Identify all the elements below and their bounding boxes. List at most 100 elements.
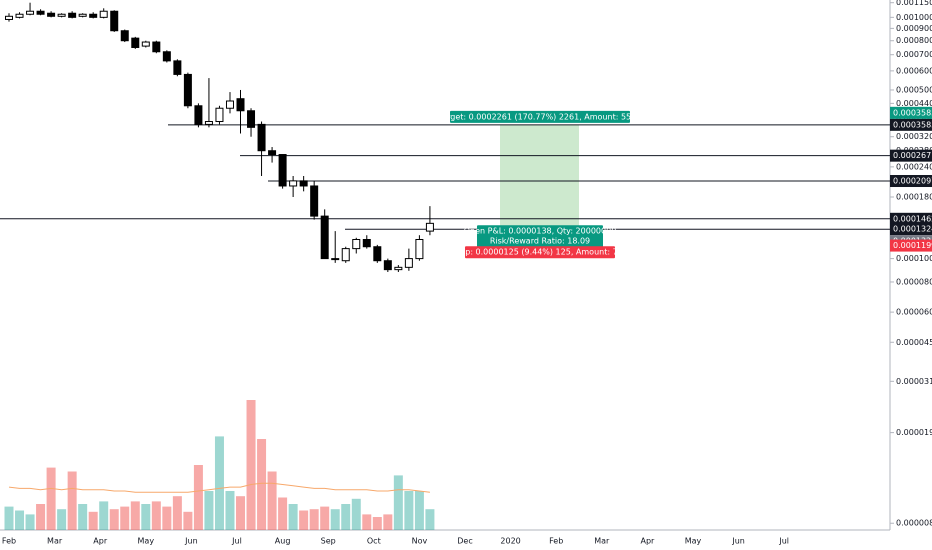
candle-body: [36, 10, 45, 15]
price-label: 0.0001199: [893, 241, 932, 250]
x-tick-label: Jul: [231, 537, 242, 546]
level-label: 0.0001462: [893, 214, 932, 223]
volume-bar: [425, 509, 435, 530]
volume-bar: [341, 504, 351, 530]
volume-bar: [372, 517, 382, 530]
level-label: 0.0003585: [893, 120, 932, 129]
price-label-box: [890, 106, 932, 119]
candle-body: [141, 41, 150, 47]
candle-body: [89, 13, 98, 18]
candle-body: [236, 98, 245, 112]
volume-bar: [351, 498, 361, 530]
position-text-box: [450, 110, 630, 123]
volume-bar: [393, 475, 403, 530]
volume-bar: [288, 504, 298, 530]
volume-bar: [362, 514, 372, 530]
volume-bar: [309, 509, 319, 530]
volume-bar: [36, 504, 46, 530]
volume-bar: [214, 436, 224, 530]
position-text: Stop: 0.0000125 (9.44%) 125, Amount: 750: [452, 248, 628, 257]
volume-bar: [330, 509, 340, 530]
candle-body: [310, 185, 319, 217]
volume-bar: [15, 510, 25, 530]
candle-body: [404, 258, 413, 268]
candle-body: [394, 266, 403, 271]
x-tick-label: Feb: [2, 537, 16, 546]
volume-bar: [204, 491, 214, 530]
position-text-box: [465, 246, 615, 259]
volume-bar: [88, 511, 98, 530]
volume-bar: [141, 504, 151, 530]
x-tick-label: Mar: [594, 537, 610, 546]
x-tick-label: Dec: [457, 537, 472, 546]
volume-bar: [130, 501, 140, 530]
candle-body: [110, 10, 119, 32]
level-label-box: [890, 149, 932, 162]
candle-body: [383, 260, 392, 271]
level-label: 0.0002671: [893, 151, 932, 160]
volume-bar: [414, 491, 424, 530]
candle-body: [26, 10, 35, 15]
volume-bar: [78, 504, 88, 530]
volume-bar: [57, 509, 67, 530]
volume-bar: [267, 471, 277, 530]
candle-body: [352, 238, 361, 250]
candle-body: [415, 238, 424, 260]
position-text: Open P&L: 0.0000138, Qty: 20000000: [464, 227, 617, 236]
volume-bar: [120, 506, 130, 530]
volume-bar: [162, 506, 172, 530]
volume-bar: [320, 506, 330, 530]
x-tick-label: May: [685, 537, 702, 546]
volume-bar: [278, 497, 288, 530]
volume-bar: [25, 514, 35, 530]
candle-body: [225, 100, 234, 109]
candle-body: [57, 13, 66, 17]
candle-body: [78, 13, 87, 17]
x-tick-label: Mar: [47, 537, 63, 546]
candle-body: [99, 10, 108, 18]
level-label: 0.0001324: [893, 225, 932, 234]
x-tick-label: 2020: [500, 537, 520, 546]
candle-body: [162, 51, 171, 62]
x-tick-label: Jun: [184, 537, 198, 546]
candle-body: [257, 123, 266, 152]
volume-bar: [99, 501, 109, 530]
candle-body: [68, 12, 77, 18]
x-tick-label: Apr: [93, 537, 108, 546]
position-text-box: [477, 235, 603, 248]
candle-body: [194, 105, 203, 125]
level-label-box: [890, 118, 932, 131]
volume-bar: [151, 501, 161, 530]
y-tick-label: 0.0000080: [896, 519, 932, 528]
candle-body: [152, 41, 161, 53]
x-tick-label: Jul: [778, 537, 789, 546]
x-tick-label: Nov: [412, 537, 428, 546]
x-tick-label: Sep: [321, 537, 336, 546]
x-tick-label: Feb: [549, 537, 563, 546]
volume-bar: [383, 514, 393, 530]
x-tick-label: Oct: [367, 537, 381, 546]
volume-bar: [193, 465, 203, 530]
volume-bar: [172, 496, 182, 530]
x-tick-label: May: [138, 537, 155, 546]
price-label: 0.0003585: [893, 108, 932, 117]
candle-body: [331, 258, 340, 261]
candle-body: [183, 73, 192, 107]
x-tick-label: Jun: [731, 537, 745, 546]
candle-body: [47, 12, 56, 17]
candle-body: [5, 15, 13, 20]
candle-body: [204, 121, 213, 125]
candle-body: [173, 60, 182, 75]
